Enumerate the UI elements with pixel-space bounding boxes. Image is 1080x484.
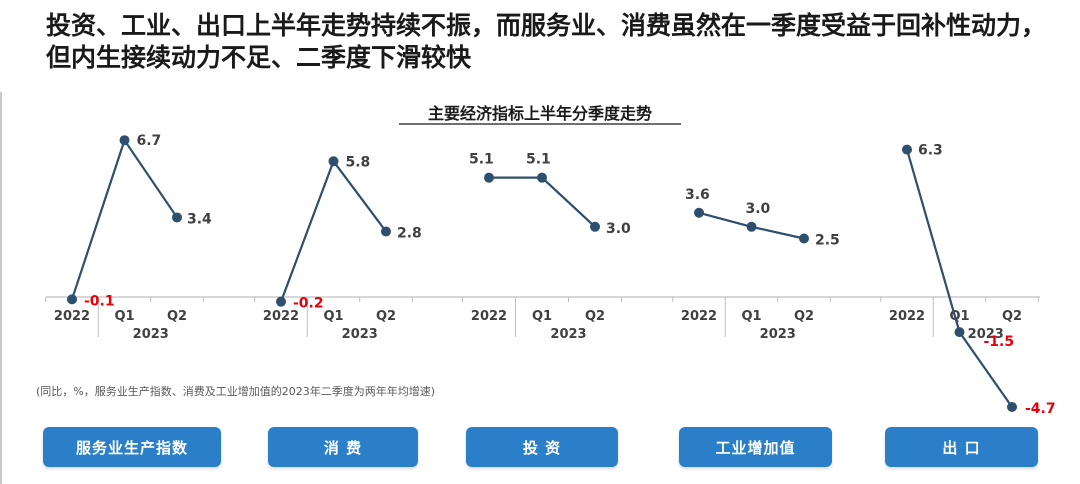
consumption-button[interactable]: 消 费 <box>268 427 418 467</box>
data-point <box>484 172 494 183</box>
data-point <box>746 221 757 232</box>
x-tick-label: Q2 <box>376 309 396 324</box>
industrial-value-added-button[interactable]: 工业增加值 <box>679 427 832 467</box>
left-edge-divider <box>0 92 2 484</box>
data-label: 3.6 <box>685 187 710 203</box>
series-line <box>905 149 1013 408</box>
data-point <box>590 221 600 232</box>
data-label: 2.5 <box>815 233 840 249</box>
x-tick-label: 2022 <box>471 309 507 324</box>
headline: 投资、工业、出口上半年走势持续不振，而服务业、消费虽然在一季度受益于回补性动力，… <box>46 11 1047 72</box>
data-point <box>67 294 77 305</box>
x-tick-label: Q2 <box>167 309 187 324</box>
data-point <box>276 296 286 307</box>
x-tick-label: 2022 <box>263 309 299 324</box>
data-label: 3.4 <box>187 211 212 227</box>
year-group-label: 2023 <box>968 327 1004 342</box>
data-label: 5.1 <box>469 152 494 168</box>
data-point <box>902 144 912 155</box>
x-tick-label: Q1 <box>323 309 343 324</box>
data-point <box>1007 401 1017 412</box>
data-point <box>381 226 391 237</box>
x-tick-label: 2022 <box>681 309 717 324</box>
footnote: (同比，%，服务业生产指数、消费及工业增加值的2023年二季度为两年年均增速) <box>36 384 435 398</box>
data-label: -4.7 <box>1025 401 1056 417</box>
data-label: 6.7 <box>137 133 162 149</box>
x-tick-label: Q1 <box>114 309 134 324</box>
data-label: 5.8 <box>346 154 371 170</box>
data-point <box>172 212 182 223</box>
year-group-label: 2023 <box>342 327 378 342</box>
data-label: -0.2 <box>293 296 324 312</box>
exports-button[interactable]: 出 口 <box>885 427 1038 467</box>
data-label: 3.0 <box>746 201 771 217</box>
series-line <box>70 137 178 300</box>
data-label: -0.1 <box>84 293 115 309</box>
data-point <box>694 207 704 218</box>
chart-title: 主要经济指标上半年分季度走势 <box>428 104 652 123</box>
services-index-button[interactable]: 服务业生产指数 <box>43 427 221 467</box>
x-tick-label: Q1 <box>741 309 761 324</box>
year-group-label: 2023 <box>133 327 169 342</box>
data-point <box>328 156 339 167</box>
year-group-label: 2023 <box>760 327 796 342</box>
series-line <box>279 159 387 303</box>
x-tick-label: Q2 <box>794 309 814 324</box>
data-point <box>119 135 130 146</box>
series-line <box>489 176 596 228</box>
x-tick-label: Q1 <box>532 309 552 324</box>
x-tick-label: Q2 <box>1002 309 1022 324</box>
data-label: 5.1 <box>526 152 551 168</box>
year-group-label: 2023 <box>550 327 586 342</box>
x-tick-label: Q2 <box>585 309 605 324</box>
investment-button[interactable]: 投 资 <box>466 427 618 467</box>
data-point <box>954 327 965 338</box>
x-tick-label: 2022 <box>54 309 90 324</box>
data-label: 6.3 <box>918 143 943 159</box>
data-label: 2.8 <box>397 225 422 241</box>
data-label: 3.0 <box>606 221 631 237</box>
x-tick-label: 2022 <box>889 309 925 324</box>
data-point <box>799 233 809 244</box>
data-label: -1.5 <box>984 334 1015 350</box>
data-point <box>537 172 547 183</box>
